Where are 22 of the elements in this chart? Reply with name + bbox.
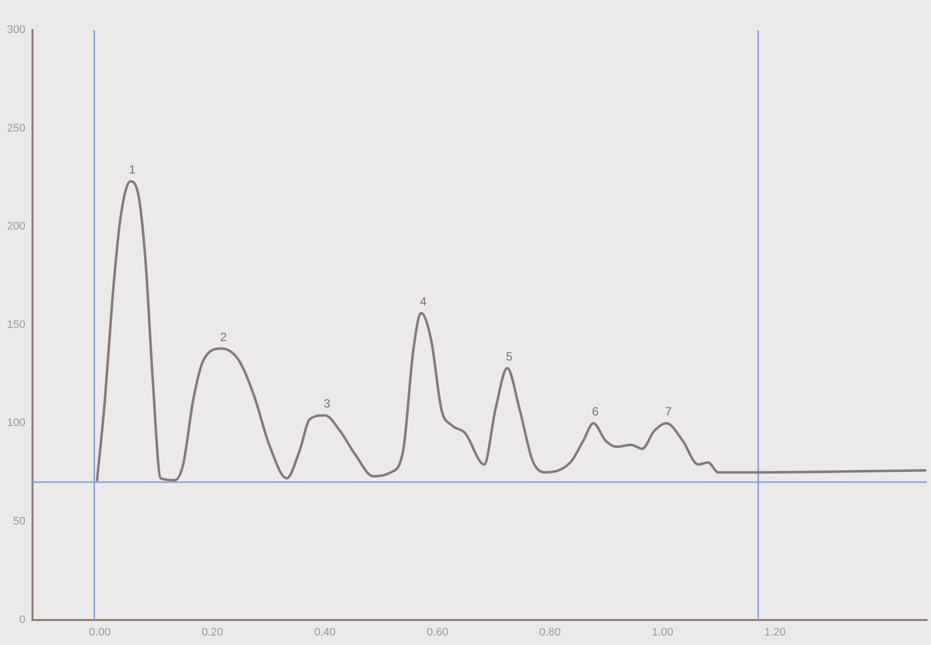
- annotation: 7: [665, 404, 672, 419]
- x-tick-label: 0.20: [202, 626, 224, 638]
- annotation: 1: [128, 162, 136, 177]
- x-tick-label: 0.40: [314, 626, 336, 638]
- x-tick-label: 0.80: [539, 626, 561, 638]
- annotation: 4: [420, 294, 427, 308]
- x-tick-label: 0.60: [426, 626, 448, 638]
- y-tick-label: 250: [6, 122, 26, 134]
- y-tick-label: 100: [6, 417, 26, 430]
- x-tick-label: 1.00: [652, 626, 674, 638]
- annotation: 2: [220, 330, 228, 344]
- x-tick-label: 1.20: [764, 626, 786, 638]
- line-series: [96, 180, 927, 482]
- y-tick-label: 50: [13, 516, 26, 528]
- y-tick-label: 300: [6, 24, 26, 36]
- annotation: 6: [592, 404, 599, 419]
- y-tick-label: 150: [6, 318, 26, 331]
- y-tick-label: 0: [19, 614, 26, 626]
- y-tick-label: 200: [6, 220, 26, 233]
- annotation: 3: [324, 396, 331, 411]
- annotation: 5: [506, 349, 513, 364]
- x-tick-label: 0.00: [89, 626, 111, 638]
